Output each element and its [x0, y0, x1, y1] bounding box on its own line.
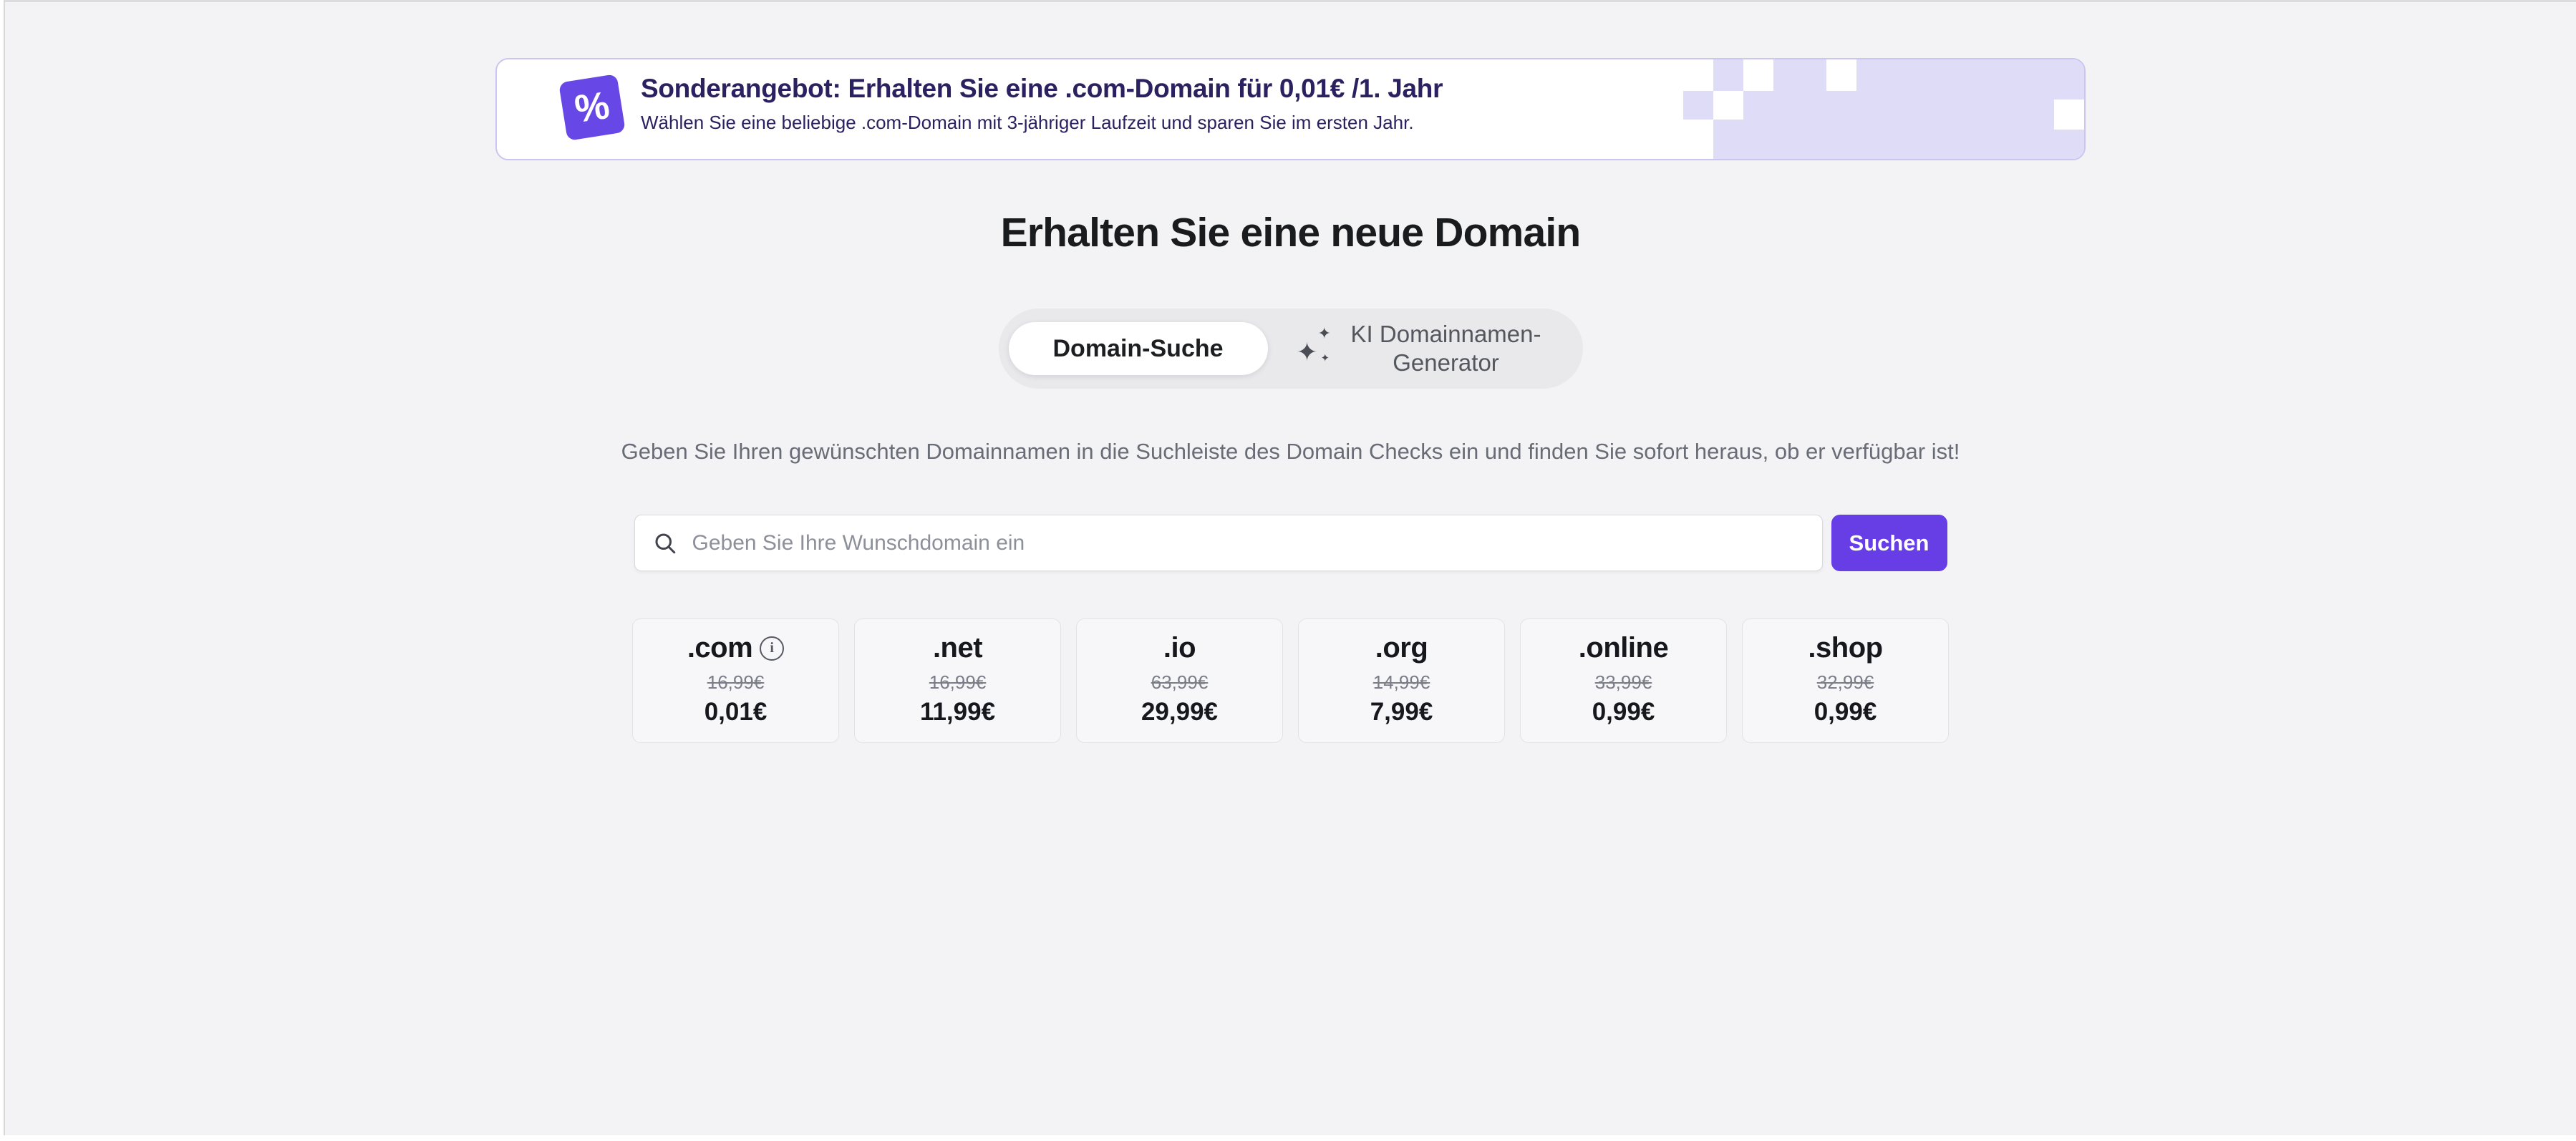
tld-name: .net	[932, 632, 983, 664]
content-column: % Sonderangebot: Erhalten Sie eine .com-…	[495, 58, 2086, 743]
search-description: Geben Sie Ihren gewünschten Domainnamen …	[621, 439, 1960, 464]
decor-square	[1826, 59, 1856, 91]
banner-subtitle: Wählen Sie eine beliebige .com-Domain mi…	[641, 112, 1414, 133]
tld-old-price: 14,99€	[1372, 671, 1430, 693]
page-title: Erhalten Sie eine neue Domain	[1000, 210, 1582, 256]
banner-pixel-decoration	[1713, 59, 2084, 159]
domain-search-input[interactable]	[690, 530, 1805, 556]
percent-badge-icon: %	[558, 74, 626, 141]
tld-cards: .com i 16,99€ 0,01€ .net 16,99€ 11,99€ .…	[495, 618, 2086, 743]
tld-name: .shop	[1808, 632, 1883, 664]
decor-square	[1683, 91, 1713, 120]
tld-old-price: 63,99€	[1151, 671, 1209, 693]
tab-domain-search[interactable]: Domain-Suche	[1008, 322, 1268, 375]
tld-card-online[interactable]: .online 33,99€ 0,99€	[1520, 618, 1727, 743]
tld-name: .com	[687, 632, 753, 664]
sparkles-icon: ✦ ✦ ✦	[1296, 324, 1331, 366]
tab-domain-search-label: Domain-Suche	[1052, 334, 1224, 362]
tld-price: 11,99€	[919, 698, 996, 726]
search-row: Suchen	[495, 515, 2086, 571]
tld-old-price: 32,99€	[1816, 671, 1874, 693]
tld-name: .io	[1163, 632, 1196, 664]
banner-title: Sonderangebot: Erhalten Sie eine .com-Do…	[641, 74, 1443, 103]
decor-square	[2054, 99, 2084, 130]
tld-price: 29,99€	[1141, 698, 1219, 726]
search-icon	[655, 533, 675, 553]
tld-price: 0,99€	[1592, 698, 1655, 726]
tld-price: 0,99€	[1814, 698, 1877, 726]
tld-old-price: 16,99€	[929, 671, 987, 693]
tld-card-shop[interactable]: .shop 32,99€ 0,99€	[1742, 618, 1949, 743]
decor-square	[1713, 91, 1743, 120]
tld-card-net[interactable]: .net 16,99€ 11,99€	[854, 618, 1061, 743]
promo-banner[interactable]: % Sonderangebot: Erhalten Sie eine .com-…	[495, 58, 2086, 160]
tab-switcher: Domain-Suche ✦ ✦ ✦ KI Domainnamen- Gener…	[998, 309, 1583, 389]
tld-old-price: 16,99€	[707, 671, 765, 693]
tab-ai-generator[interactable]: ✦ ✦ ✦ KI Domainnamen- Generator	[1268, 320, 1573, 377]
tld-old-price: 33,99€	[1594, 671, 1652, 693]
domain-search-page: % Sonderangebot: Erhalten Sie eine .com-…	[4, 0, 2576, 1135]
decor-square	[1743, 59, 1773, 91]
tld-card-io[interactable]: .io 63,99€ 29,99€	[1076, 618, 1283, 743]
tld-card-org[interactable]: .org 14,99€ 7,99€	[1298, 618, 1505, 743]
tld-name: .online	[1578, 632, 1669, 664]
info-icon[interactable]: i	[760, 636, 785, 661]
search-button[interactable]: Suchen	[1831, 515, 1947, 571]
tld-price: 7,99€	[1370, 698, 1433, 726]
search-box[interactable]	[634, 515, 1823, 571]
tab-ai-generator-label: KI Domainnamen- Generator	[1350, 321, 1541, 376]
tld-price: 0,01€	[704, 698, 768, 726]
tld-card-com[interactable]: .com i 16,99€ 0,01€	[632, 618, 839, 743]
tab-switcher-row: Domain-Suche ✦ ✦ ✦ KI Domainnamen- Gener…	[495, 309, 2086, 389]
banner-text: Sonderangebot: Erhalten Sie eine .com-Do…	[641, 74, 1443, 134]
tld-name: .org	[1375, 632, 1428, 664]
